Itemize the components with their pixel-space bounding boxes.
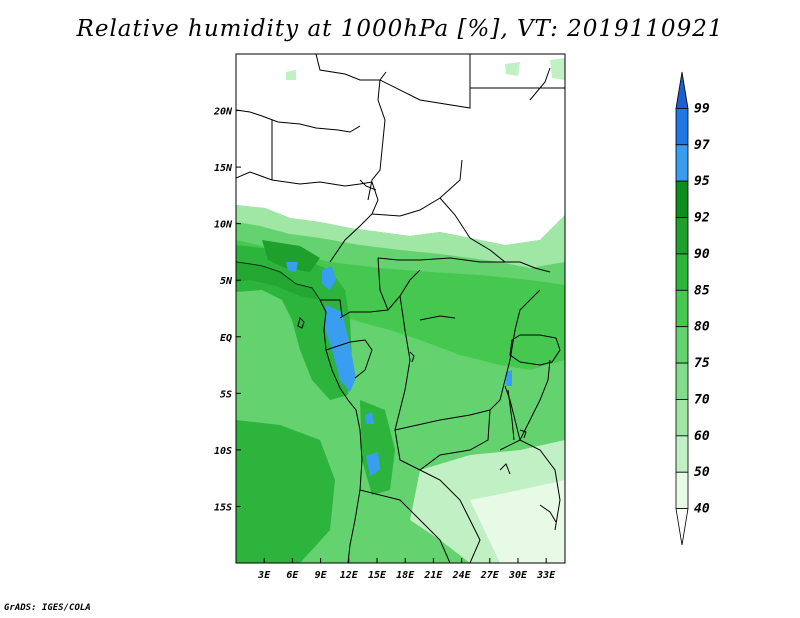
colorbar-label: 90 (694, 247, 710, 262)
colorbar-segment (675, 289, 689, 328)
y-tick-label: 10N (214, 220, 233, 231)
x-tick-label: 6E (286, 570, 299, 581)
colorbar-segment (675, 253, 689, 291)
field-saturated-2 (324, 305, 356, 392)
colorbar-label: 80 (694, 320, 710, 335)
x-tick-label: 33E (536, 570, 556, 581)
x-tick-label: 30E (508, 570, 528, 581)
humidity-field (236, 54, 565, 563)
colorbar-label: 99 (694, 101, 710, 116)
colorbar-segment (675, 508, 689, 546)
colorbar-segment (675, 217, 689, 255)
colorbar-segment (675, 362, 689, 400)
colorbar-segment (675, 399, 689, 437)
x-tick-label: 21E (423, 570, 443, 581)
colorbar-segment (675, 180, 689, 218)
colorbar-segment (675, 471, 689, 510)
field-patch-atlantic (236, 420, 335, 563)
colorbar-label: 70 (694, 392, 710, 407)
y-tick-label: 10S (214, 446, 232, 457)
y-tick-label: 20N (213, 107, 233, 118)
field-gulf-coast (236, 262, 320, 300)
chart-title: Relative humidity at 1000hPa [%], VT: 20… (76, 16, 724, 42)
colorbar-segment (675, 326, 689, 364)
colorbar-label: 50 (694, 465, 710, 480)
y-tick-label: EQ (220, 333, 232, 344)
colorbar-label: 85 (694, 283, 710, 298)
colorbar: 99 97 95 92 90 85 80 75 70 60 50 40 (675, 71, 710, 546)
field-saturated-3 (286, 262, 298, 272)
map-frame (235, 53, 566, 564)
field-saturated-4 (366, 452, 380, 476)
colorbar-segment (675, 71, 689, 109)
x-tick-label: 12E (340, 570, 359, 581)
x-tick-label: 27E (480, 570, 500, 581)
grads-credit: GrADS: IGES/COLA (4, 603, 91, 613)
x-tick-label: 15E (368, 570, 387, 581)
field-dry-southeast-inner (470, 480, 565, 563)
y-tick-label: 5S (220, 389, 232, 400)
colorbar-label: 92 (694, 211, 710, 226)
field-speck-1 (286, 70, 296, 80)
field-saturated-1 (322, 266, 336, 290)
x-tick-label: 3E (257, 570, 271, 581)
colorbar-label: 75 (694, 356, 710, 371)
field-saturated-5 (365, 412, 374, 424)
colorbar-segment (675, 144, 689, 182)
colorbar-label: 97 (694, 138, 710, 153)
country-borders (236, 54, 565, 563)
field-saturated-6 (506, 370, 512, 386)
y-tick-label: 5N (220, 276, 233, 287)
y-tick-label: 15N (214, 163, 233, 174)
field-transition (236, 205, 565, 268)
field-dry-north (236, 54, 565, 245)
colorbar-segment (675, 435, 689, 473)
y-axis-ticks: 20N 15N 10N 5N EQ 5S 10S 15S (213, 107, 241, 513)
field-speck-2 (505, 62, 520, 76)
colorbar-label: 40 (694, 502, 710, 517)
colorbar-segment (675, 107, 689, 146)
x-tick-label: 24E (452, 570, 472, 581)
x-tick-label: 9E (315, 570, 328, 581)
field-speck-3 (550, 58, 565, 80)
colorbar-label: 95 (694, 174, 710, 189)
x-tick-label: 18E (396, 570, 415, 581)
x-axis-ticks: 3E 6E 9E 12E 15E 18E 21E 24E 27E 30E 33E (257, 558, 556, 581)
field-patch-north (262, 240, 320, 272)
colorbar-label: 60 (694, 429, 710, 444)
y-tick-label: 15S (214, 502, 232, 513)
